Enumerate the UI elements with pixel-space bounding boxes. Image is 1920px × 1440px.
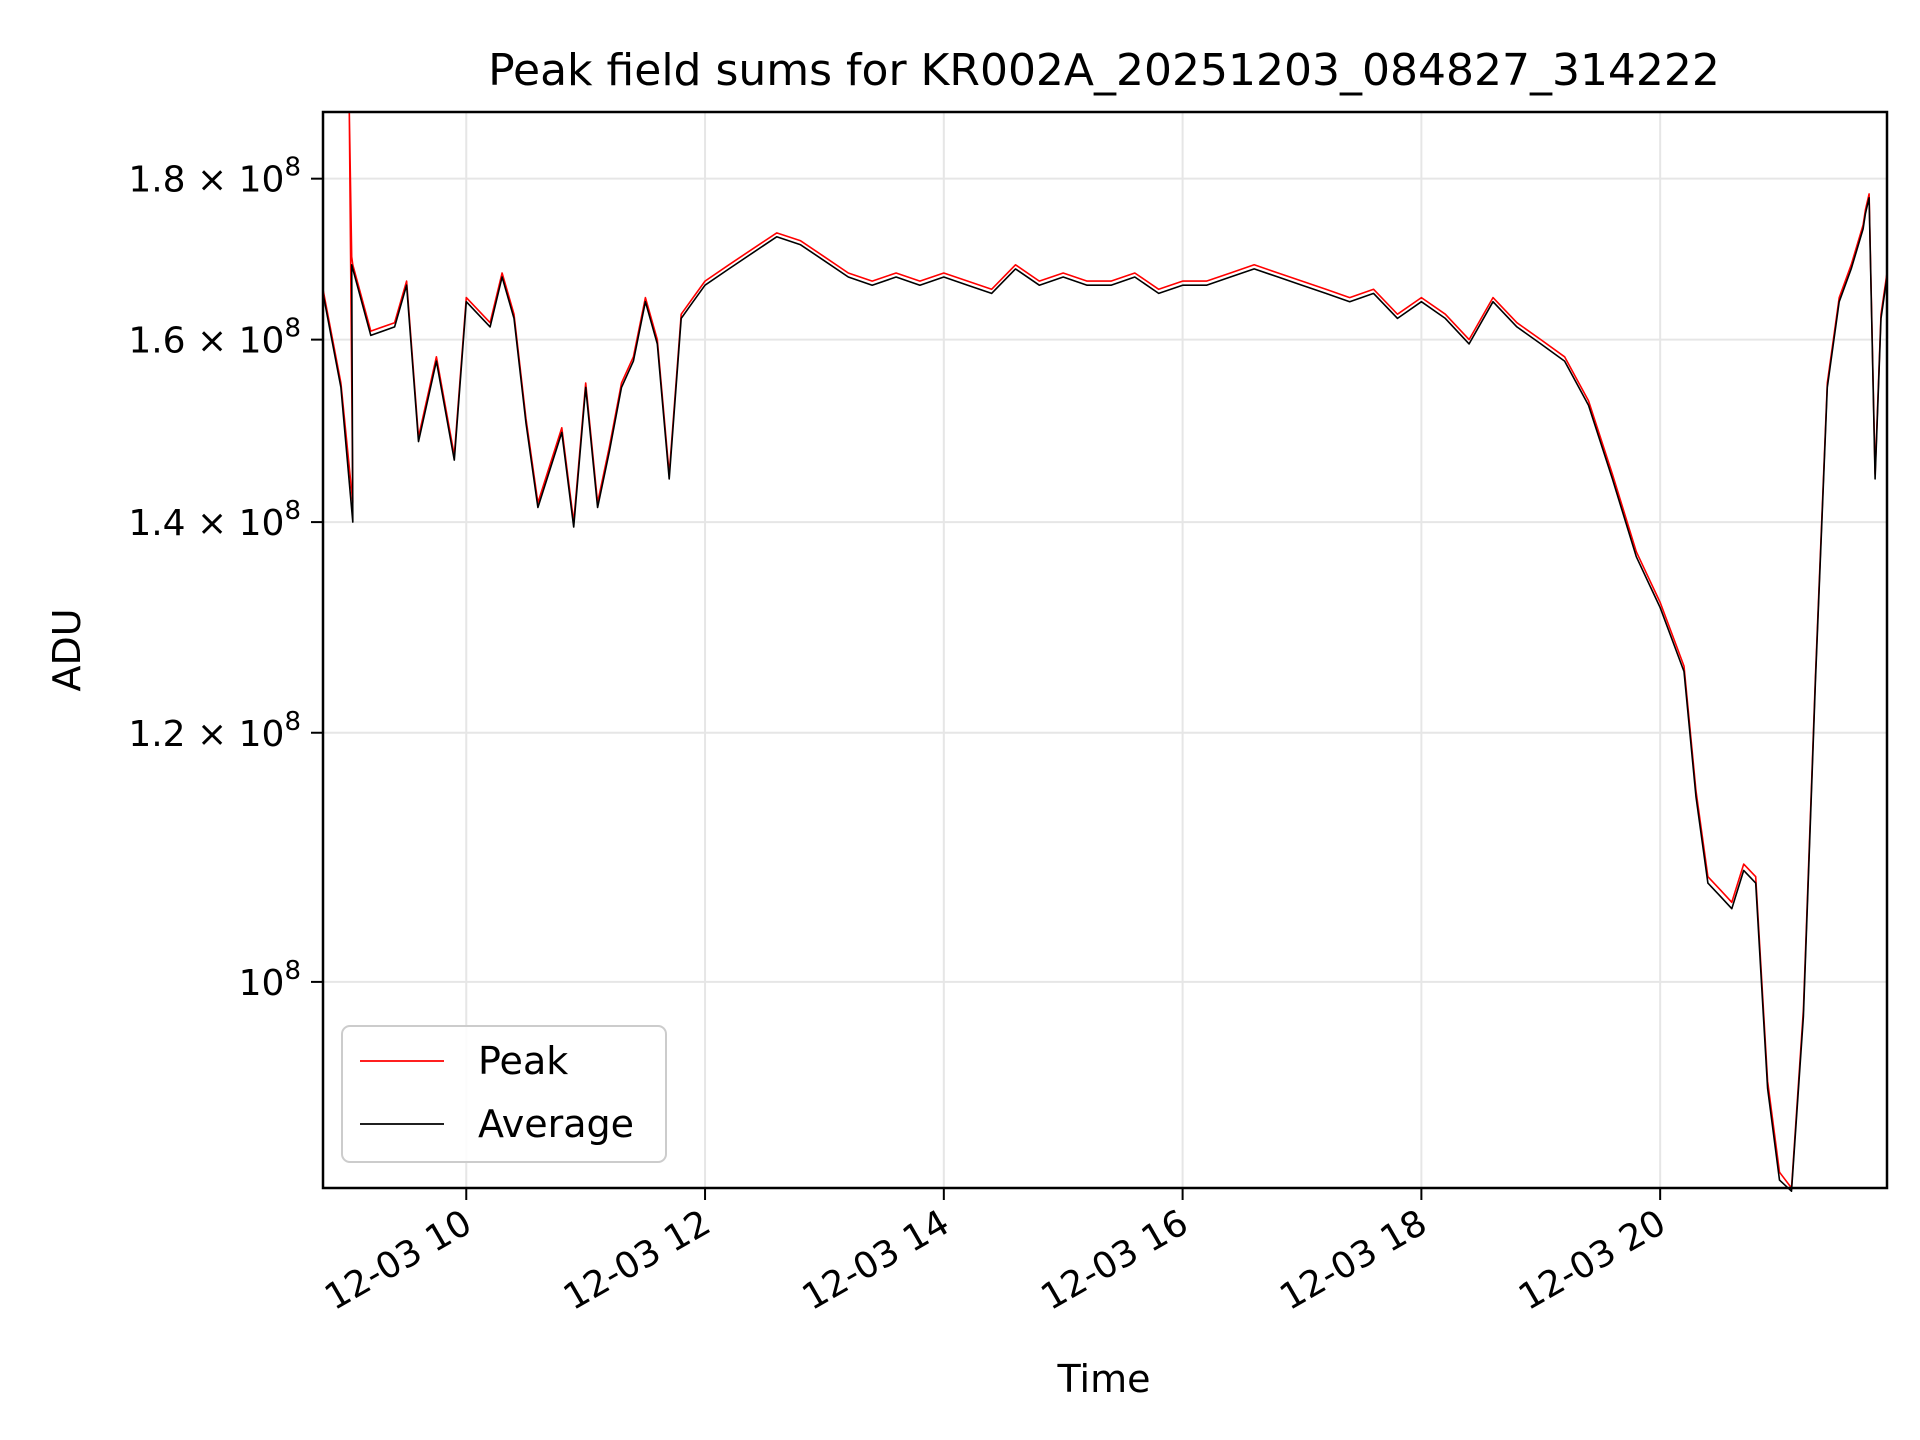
y-tick-label: 108 [239,956,301,1004]
legend-peak-label: Peak [478,1039,568,1083]
chart-title: Peak field sums for KR002A_20251203_0848… [488,45,1720,96]
y-tick-label: 1.4 × 108 [128,496,301,544]
plot-frame [321,110,1889,1190]
legend-box [341,1025,667,1163]
y-axis-label: ADU [45,608,89,691]
y-tick-label: 1.6 × 108 [128,314,301,362]
y-tick-label: 1.2 × 108 [128,707,301,755]
legend: Peak Average [341,1025,667,1163]
x-axis-label: Time [1057,1357,1151,1401]
series-line-average [322,197,1888,1192]
y-tick-label: 1.8 × 108 [128,153,301,201]
series-layer [322,111,1888,1192]
grid [323,112,1887,1188]
legend-average-label: Average [478,1102,634,1146]
y-axis: 108 1.2 × 108 1.4 × 108 1.6 × 108 1.8 × 108 [128,153,323,1004]
